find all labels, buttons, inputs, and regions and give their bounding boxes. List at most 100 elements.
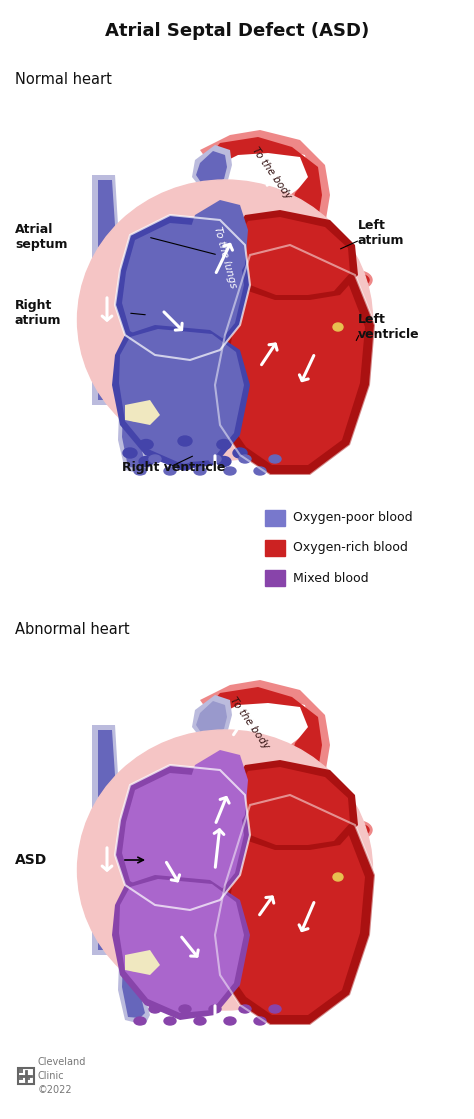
Polygon shape xyxy=(122,387,145,468)
Ellipse shape xyxy=(194,467,206,474)
Ellipse shape xyxy=(123,448,137,458)
Bar xyxy=(18,1068,34,1084)
Polygon shape xyxy=(118,385,150,474)
Bar xyxy=(265,510,285,526)
Ellipse shape xyxy=(178,460,192,470)
Ellipse shape xyxy=(224,1017,236,1025)
Polygon shape xyxy=(208,687,322,783)
Ellipse shape xyxy=(178,436,192,446)
Polygon shape xyxy=(122,773,244,903)
Ellipse shape xyxy=(254,467,266,474)
Polygon shape xyxy=(228,210,358,300)
Polygon shape xyxy=(208,137,322,233)
Polygon shape xyxy=(182,750,248,850)
Ellipse shape xyxy=(347,344,369,356)
Ellipse shape xyxy=(269,455,281,463)
Text: Mixed blood: Mixed blood xyxy=(293,572,369,584)
Polygon shape xyxy=(122,223,244,352)
Ellipse shape xyxy=(194,1017,206,1025)
Polygon shape xyxy=(98,730,118,950)
Ellipse shape xyxy=(130,413,140,421)
Polygon shape xyxy=(228,760,358,850)
Ellipse shape xyxy=(347,894,369,906)
Text: To the lungs: To the lungs xyxy=(212,225,238,289)
Polygon shape xyxy=(215,794,375,1025)
Ellipse shape xyxy=(344,305,372,325)
Polygon shape xyxy=(92,725,122,955)
Ellipse shape xyxy=(179,455,191,463)
Text: To the body: To the body xyxy=(228,695,272,751)
Ellipse shape xyxy=(233,448,247,458)
Ellipse shape xyxy=(344,821,372,839)
Ellipse shape xyxy=(149,455,161,463)
Text: To the body: To the body xyxy=(250,145,293,200)
Polygon shape xyxy=(215,245,375,474)
Polygon shape xyxy=(200,680,330,790)
Bar xyxy=(265,570,285,586)
Ellipse shape xyxy=(130,963,140,971)
Ellipse shape xyxy=(209,455,221,463)
Polygon shape xyxy=(115,215,250,360)
Text: Oxygen-poor blood: Oxygen-poor blood xyxy=(293,511,413,525)
Ellipse shape xyxy=(78,730,373,1010)
Polygon shape xyxy=(125,950,160,975)
Ellipse shape xyxy=(164,467,176,474)
Ellipse shape xyxy=(269,1005,281,1013)
Text: Left
atrium: Left atrium xyxy=(358,219,404,247)
Ellipse shape xyxy=(217,440,231,450)
Ellipse shape xyxy=(333,873,343,881)
Ellipse shape xyxy=(134,1017,146,1025)
Ellipse shape xyxy=(344,891,372,909)
Ellipse shape xyxy=(164,1017,176,1025)
Polygon shape xyxy=(125,399,160,425)
Polygon shape xyxy=(196,151,227,184)
Polygon shape xyxy=(92,175,122,405)
Polygon shape xyxy=(112,325,250,470)
Text: Normal heart: Normal heart xyxy=(15,72,112,87)
Text: ASD: ASD xyxy=(15,853,47,867)
Text: Oxygen-rich blood: Oxygen-rich blood xyxy=(293,542,408,555)
Polygon shape xyxy=(192,145,232,187)
Text: Atrial
septum: Atrial septum xyxy=(15,223,67,251)
Ellipse shape xyxy=(239,1005,251,1013)
Ellipse shape xyxy=(344,856,372,874)
Ellipse shape xyxy=(347,274,369,286)
Bar xyxy=(265,540,285,556)
Polygon shape xyxy=(119,880,244,1013)
Ellipse shape xyxy=(224,467,236,474)
Ellipse shape xyxy=(78,180,373,460)
Ellipse shape xyxy=(209,1005,221,1013)
Ellipse shape xyxy=(139,457,153,467)
Text: Right ventricle: Right ventricle xyxy=(122,461,225,473)
Ellipse shape xyxy=(333,323,343,331)
Polygon shape xyxy=(182,200,248,300)
Bar xyxy=(18,1075,23,1080)
Ellipse shape xyxy=(344,271,372,289)
Polygon shape xyxy=(234,767,350,845)
Bar xyxy=(25,1075,30,1080)
Polygon shape xyxy=(234,217,350,295)
Polygon shape xyxy=(200,130,330,239)
Ellipse shape xyxy=(347,859,369,871)
Ellipse shape xyxy=(179,1005,191,1013)
Ellipse shape xyxy=(217,457,231,467)
Text: Atrial Septal Defect (ASD): Atrial Septal Defect (ASD) xyxy=(105,22,369,40)
Polygon shape xyxy=(112,875,250,1021)
Polygon shape xyxy=(224,805,365,1015)
Polygon shape xyxy=(122,937,145,1018)
Ellipse shape xyxy=(239,455,251,463)
Polygon shape xyxy=(119,329,244,463)
Polygon shape xyxy=(115,765,250,910)
Text: Left
ventricle: Left ventricle xyxy=(358,313,419,341)
Polygon shape xyxy=(98,180,118,399)
Ellipse shape xyxy=(347,309,369,321)
Polygon shape xyxy=(196,700,227,734)
Text: Right
atrium: Right atrium xyxy=(15,299,62,327)
Ellipse shape xyxy=(134,467,146,474)
Polygon shape xyxy=(192,695,232,737)
Polygon shape xyxy=(224,255,365,466)
Text: Cleveland
Clinic
©2022: Cleveland Clinic ©2022 xyxy=(38,1057,86,1096)
Ellipse shape xyxy=(347,824,369,836)
Ellipse shape xyxy=(139,440,153,450)
Ellipse shape xyxy=(254,1017,266,1025)
